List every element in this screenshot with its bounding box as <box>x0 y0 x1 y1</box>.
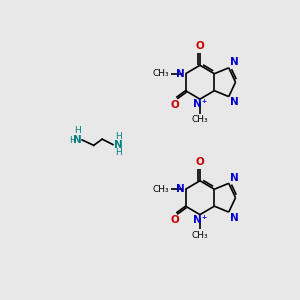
Text: O: O <box>170 215 179 225</box>
Text: N: N <box>73 135 81 145</box>
Text: N: N <box>230 213 239 223</box>
Text: CH₃: CH₃ <box>192 231 208 240</box>
Text: N: N <box>114 140 122 150</box>
Text: N: N <box>230 172 239 182</box>
Text: N: N <box>230 57 239 67</box>
Text: O: O <box>196 157 204 166</box>
Text: CH₃: CH₃ <box>192 115 208 124</box>
Text: H: H <box>74 126 81 135</box>
Text: O: O <box>170 100 179 110</box>
Text: N: N <box>176 184 185 194</box>
Text: O: O <box>196 41 204 51</box>
Text: CH₃: CH₃ <box>153 185 169 194</box>
Text: N: N <box>230 98 239 107</box>
Text: N⁺: N⁺ <box>193 214 207 225</box>
Text: H: H <box>115 132 122 141</box>
Text: H: H <box>115 148 122 158</box>
Text: N: N <box>176 69 185 79</box>
Text: N⁺: N⁺ <box>193 99 207 109</box>
Text: CH₃: CH₃ <box>153 69 169 78</box>
Text: H: H <box>69 136 76 145</box>
